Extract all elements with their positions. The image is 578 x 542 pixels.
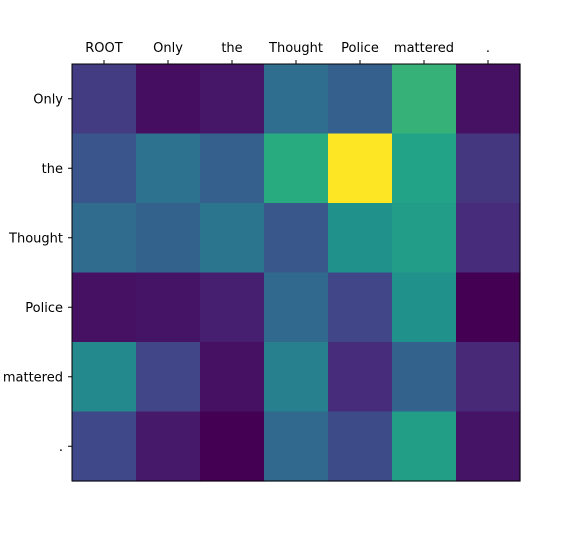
heatmap-cell (328, 64, 393, 135)
y-tick-label: the (42, 162, 63, 177)
heatmap-cell (392, 272, 457, 343)
heatmap-cell (456, 342, 521, 413)
heatmap-cell (264, 64, 329, 135)
x-tick-label: ROOT (85, 41, 122, 56)
heatmap-cell (200, 203, 265, 274)
heatmap-cell (72, 64, 137, 135)
heatmap-cell (456, 411, 521, 482)
heatmap-cell (392, 342, 457, 413)
heatmap-cell (328, 411, 393, 482)
heatmap-cell (392, 133, 457, 204)
heatmap-cell (136, 203, 201, 274)
heatmap-cell (264, 133, 329, 204)
heatmap-cell (136, 133, 201, 204)
heatmap-cell (328, 133, 393, 204)
heatmap-cell (136, 272, 201, 343)
heatmap-cell (456, 133, 521, 204)
y-tick-label: Police (25, 301, 63, 316)
y-tick-label: Only (33, 92, 63, 107)
heatmap-cell (264, 272, 329, 343)
heatmap-cell (136, 342, 201, 413)
heatmap-cell (264, 342, 329, 413)
x-tick-label: . (486, 41, 490, 56)
heatmap-cell (456, 203, 521, 274)
heatmap-cell (72, 203, 137, 274)
heatmap-cell (200, 272, 265, 343)
y-tick-label: Thought (8, 231, 63, 246)
y-axis-ticks: Only the Thought Police mattered. (3, 92, 72, 455)
y-tick-label: . (59, 440, 63, 455)
y-tick-label: mattered (3, 370, 63, 385)
heatmap-cell (456, 272, 521, 343)
heatmap-cell (392, 411, 457, 482)
x-tick-label: the (221, 41, 242, 56)
heatmap-cell (328, 272, 393, 343)
heatmap-cell (72, 411, 137, 482)
heatmap-cell (72, 342, 137, 413)
heatmap-cell (200, 64, 265, 135)
heatmap-cell (264, 411, 329, 482)
heatmap-cell (72, 272, 137, 343)
heatmap-cell (200, 411, 265, 482)
x-tick-label: Thought (268, 41, 323, 56)
heatmap-cell (264, 203, 329, 274)
x-axis-ticks: ROOT Only the Thought Police mattered. (85, 41, 490, 64)
heatmap-cell (392, 64, 457, 135)
heatmap-cell (136, 64, 201, 135)
heatmap-cell (328, 342, 393, 413)
x-tick-label: mattered (394, 41, 454, 56)
heatmap-cell (200, 133, 265, 204)
heatmap-cell (328, 203, 393, 274)
heatmap-cell (200, 342, 265, 413)
heatmap-cell (392, 203, 457, 274)
heatmap-cell (136, 411, 201, 482)
x-tick-label: Only (153, 41, 183, 56)
heatmap-cell (72, 133, 137, 204)
x-tick-label: Police (341, 41, 379, 56)
heatmap-cells (72, 64, 521, 482)
heatmap-cell (456, 64, 521, 135)
